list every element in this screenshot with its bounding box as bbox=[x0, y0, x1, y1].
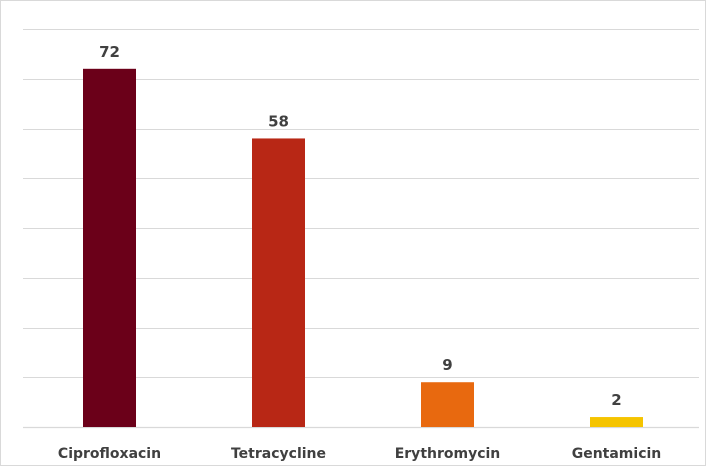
data-label-ciprofloxacin: 72 bbox=[99, 43, 120, 61]
data-labels: 72 58 9 2 bbox=[99, 43, 622, 409]
category-label-tetracycline: Tetracycline bbox=[231, 446, 326, 462]
data-label-tetracycline: 58 bbox=[268, 112, 289, 130]
bar-ciprofloxacin bbox=[83, 68, 136, 428]
category-label-ciprofloxacin: Ciprofloxacin bbox=[58, 446, 161, 462]
category-labels: Ciprofloxacin Tetracycline Erythromycin Gen… bbox=[58, 446, 661, 462]
data-label-erythromycin: 9 bbox=[442, 356, 452, 374]
category-label-erythromycin: Erythromycin bbox=[395, 446, 501, 462]
data-label-gentamicin: 2 bbox=[611, 391, 621, 409]
bar-tetracycline bbox=[252, 138, 305, 427]
category-label-gentamicin: Gentamicin bbox=[572, 446, 662, 462]
bar-gentamicin bbox=[590, 417, 643, 427]
bar-erythromycin bbox=[421, 382, 474, 427]
bars bbox=[83, 68, 643, 428]
